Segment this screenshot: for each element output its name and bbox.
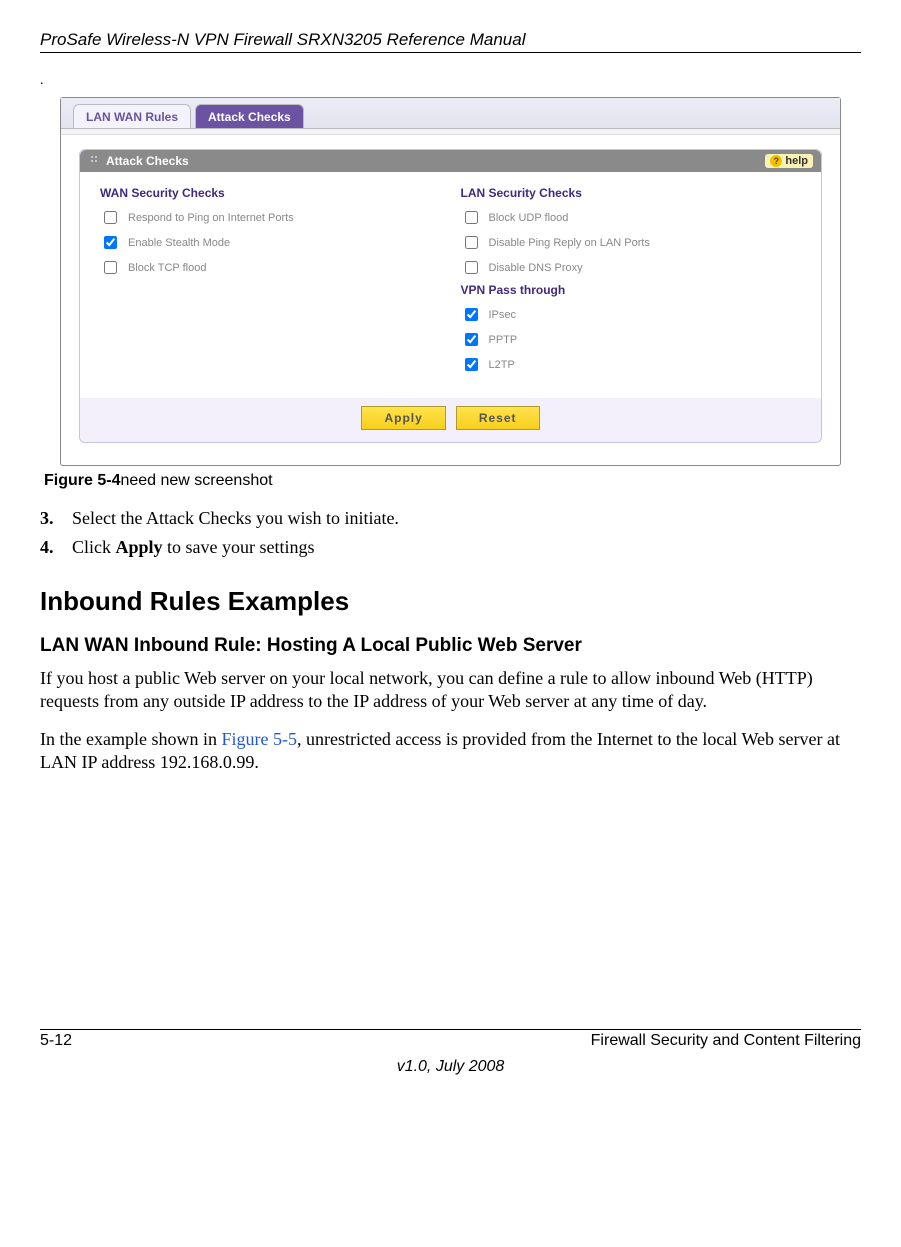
wan-block-tcp-checkbox[interactable] [104,261,117,274]
heading-lan-wan-inbound: LAN WAN Inbound Rule: Hosting A Local Pu… [40,635,861,657]
figure-5-5-link[interactable]: Figure 5-5 [221,729,297,749]
step-4: 4. Click Apply to save your settings [40,537,861,558]
wan-respond-ping-checkbox[interactable] [104,211,117,224]
lan-block-udp-checkbox[interactable] [465,211,478,224]
attack-checks-panel: Attack Checks ? help WAN Security Checks… [79,149,822,443]
help-link[interactable]: ? help [765,154,813,168]
lan-disable-dns-checkbox[interactable] [465,261,478,274]
step-3-number: 3. [40,508,60,529]
tab-strip: LAN WAN Rules Attack Checks [61,98,840,129]
vpn-pptp-checkbox[interactable] [465,333,478,346]
figure-caption: Figure 5-4need new screenshot [44,472,861,490]
vpn-ipsec-label: IPsec [489,309,517,321]
wan-respond-ping-label: Respond to Ping on Internet Ports [128,212,294,224]
header-rule [40,52,861,53]
wan-stealth-label: Enable Stealth Mode [128,237,230,249]
footer-rule [40,1029,861,1030]
wan-block-tcp-row[interactable]: Block TCP flood [100,258,441,277]
help-label: help [785,155,808,167]
vpn-pptp-row[interactable]: PPTP [461,330,802,349]
document-title: ProSafe Wireless-N VPN Firewall SRXN3205… [40,30,861,50]
vpn-l2tp-checkbox[interactable] [465,358,478,371]
lan-disable-ping-checkbox[interactable] [465,236,478,249]
grip-icon [90,155,100,165]
wan-stealth-row[interactable]: Enable Stealth Mode [100,233,441,252]
button-row: Apply Reset [80,398,821,442]
page-number: 5-12 [40,1032,72,1050]
tab-attack-checks[interactable]: Attack Checks [195,104,304,128]
reset-button[interactable]: Reset [456,406,540,430]
lan-vpn-column: LAN Security Checks Block UDP flood Disa… [461,182,802,380]
wan-respond-ping-row[interactable]: Respond to Ping on Internet Ports [100,208,441,227]
paragraph-1: If you host a public Web server on your … [40,667,861,714]
wan-heading: WAN Security Checks [100,186,441,200]
figure-caption-text: need new screenshot [120,472,272,489]
vpn-l2tp-row[interactable]: L2TP [461,355,802,374]
lan-disable-ping-label: Disable Ping Reply on LAN Ports [489,237,650,249]
footer-section: Firewall Security and Content Filtering [591,1032,861,1050]
vpn-ipsec-checkbox[interactable] [465,308,478,321]
panel-title: Attack Checks [106,154,189,168]
apply-button[interactable]: Apply [361,406,445,430]
wan-stealth-checkbox[interactable] [104,236,117,249]
vpn-l2tp-label: L2TP [489,359,515,371]
continuation-dot: . [40,73,861,89]
lan-disable-dns-label: Disable DNS Proxy [489,262,583,274]
vpn-ipsec-row[interactable]: IPsec [461,305,802,324]
vpn-pptp-label: PPTP [489,334,518,346]
lan-block-udp-row[interactable]: Block UDP flood [461,208,802,227]
paragraph-2: In the example shown in Figure 5-5, unre… [40,728,861,775]
help-icon: ? [770,155,782,167]
tab-lan-wan-rules[interactable]: LAN WAN Rules [73,104,191,128]
vpn-heading: VPN Pass through [461,283,802,297]
lan-block-udp-label: Block UDP flood [489,212,569,224]
lan-disable-dns-row[interactable]: Disable DNS Proxy [461,258,802,277]
wan-security-column: WAN Security Checks Respond to Ping on I… [100,182,441,380]
footer-version: v1.0, July 2008 [40,1058,861,1076]
figure-number: Figure 5-4 [44,472,120,489]
figure-attack-checks: LAN WAN Rules Attack Checks Attack Check… [60,97,841,466]
lan-heading: LAN Security Checks [461,186,802,200]
step-3: 3. Select the Attack Checks you wish to … [40,508,861,529]
lan-disable-ping-row[interactable]: Disable Ping Reply on LAN Ports [461,233,802,252]
wan-block-tcp-label: Block TCP flood [128,262,206,274]
footer-row: 5-12 Firewall Security and Content Filte… [40,1032,861,1050]
panel-header: Attack Checks ? help [80,150,821,172]
step-3-text: Select the Attack Checks you wish to ini… [72,508,399,529]
step-4-number: 4. [40,537,60,558]
heading-inbound-rules: Inbound Rules Examples [40,586,861,617]
step-4-text: Click Apply to save your settings [72,537,315,558]
